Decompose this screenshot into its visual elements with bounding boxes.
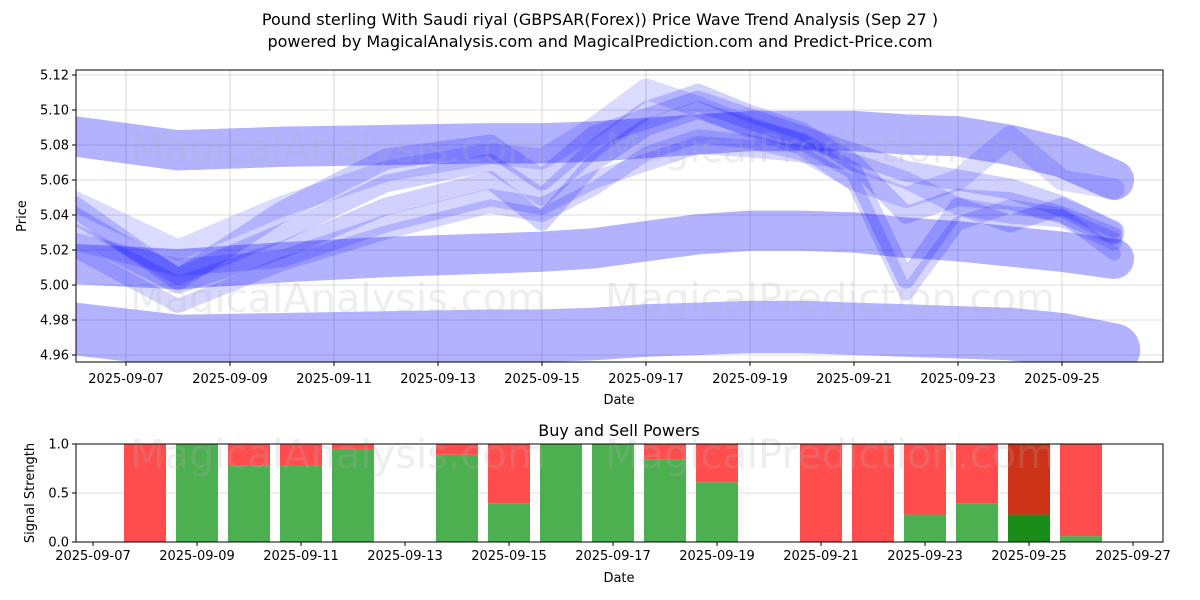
signal-x-tick-label: 2025-09-09 [159,549,235,564]
price-y-tick-label: 5.12 [40,69,69,84]
price-y-tick-label: 4.98 [40,314,69,329]
buy-bar [904,515,946,542]
price-x-tick-label: 2025-09-07 [88,372,164,387]
signal-x-tick-label: 2025-09-13 [367,549,443,564]
price-x-tick-label: 2025-09-21 [816,372,892,387]
chart-canvas: MagicalAnalysis.com MagicalPrediction.co… [0,0,1200,600]
buy-bar [540,444,582,542]
signal-x-tick-label: 2025-09-17 [575,549,651,564]
buy-bar [696,482,738,542]
price-y-tick-label: 4.96 [40,349,69,364]
price-wave-chart: MagicalAnalysis.com MagicalPrediction.co… [15,69,1163,409]
wave-lower-band [74,327,1114,350]
price-y-tick-label: 5.00 [40,279,69,294]
watermark: MagicalAnalysis.com [130,276,546,322]
price-x-tick-label: 2025-09-17 [608,372,684,387]
buy-bar [956,504,998,542]
signal-y-axis-label: Signal Strength [23,443,38,543]
price-y-tick-label: 5.08 [40,139,69,154]
signal-x-tick-label: 2025-09-23 [887,549,963,564]
watermark: MagicalPrediction.com [605,276,1055,322]
buy-bar [488,504,530,542]
signal-x-tick-label: 2025-09-11 [263,549,339,564]
price-x-tick-label: 2025-09-25 [1024,372,1100,387]
price-x-tick-label: 2025-09-23 [920,372,996,387]
signal-x-tick-label: 2025-09-07 [55,549,131,564]
watermark: MagicalPrediction.com [605,126,1055,172]
price-y-axis: 5.12 5.10 5.08 5.06 5.04 5.02 5.00 4.98 4.96 [40,69,76,364]
buy-bar [1060,536,1102,542]
signal-x-tick-label: 2025-09-25 [991,549,1067,564]
price-y-axis-label: Price [15,200,30,232]
signal-x-tick-label: 2025-09-19 [679,549,755,564]
signal-y-axis: 0.00.51.0 [48,438,76,551]
price-x-tick-label: 2025-09-09 [192,372,268,387]
sell-bar [1060,444,1102,536]
signal-x-axis: 2025-09-07 2025-09-09 2025-09-11 2025-09-13… [55,542,1171,564]
watermark: MagicalPrediction.com [605,432,1055,478]
price-y-tick-label: 5.04 [40,209,69,224]
buy-bar [1008,515,1050,542]
price-x-tick-label: 2025-09-11 [296,372,372,387]
price-y-tick-label: 5.06 [40,174,69,189]
price-y-tick-label: 5.02 [40,244,69,259]
watermark: MagicalAnalysis.com [130,126,546,172]
buy-sell-chart: Buy and Sell Powers MagicalAnalysis.com … [23,421,1171,586]
price-x-tick-label: 2025-09-15 [504,372,580,387]
price-x-tick-label: 2025-09-13 [400,372,476,387]
signal-y-tick-label: 1.0 [48,438,69,453]
signal-x-tick-label: 2025-09-15 [471,549,547,564]
watermark: MagicalAnalysis.com [130,432,546,478]
price-x-tick-label: 2025-09-19 [712,372,788,387]
signal-y-tick-label: 0.5 [48,487,69,502]
price-x-axis-label: Date [603,393,634,408]
price-y-tick-label: 5.10 [40,104,69,119]
signal-x-tick-label: 2025-09-27 [1095,549,1171,564]
price-x-axis: 2025-09-07 2025-09-09 2025-09-11 2025-09-13… [88,362,1100,387]
signal-x-axis-label: Date [603,571,634,586]
signal-x-tick-label: 2025-09-21 [783,549,859,564]
